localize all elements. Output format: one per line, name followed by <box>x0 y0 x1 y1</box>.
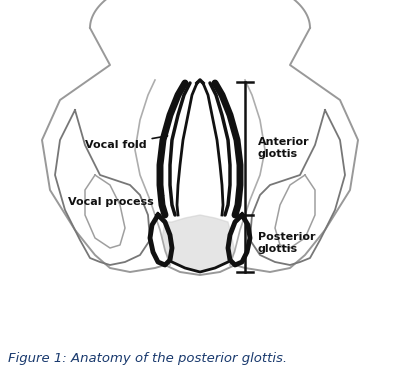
Text: Vocal fold: Vocal fold <box>85 134 168 150</box>
Polygon shape <box>162 215 235 272</box>
Text: Vocal process: Vocal process <box>68 194 163 207</box>
Text: Posterior
glottis: Posterior glottis <box>258 232 316 254</box>
Text: Anterior
glottis: Anterior glottis <box>258 137 310 159</box>
Text: Figure 1: Anatomy of the posterior glottis.: Figure 1: Anatomy of the posterior glott… <box>8 352 287 365</box>
